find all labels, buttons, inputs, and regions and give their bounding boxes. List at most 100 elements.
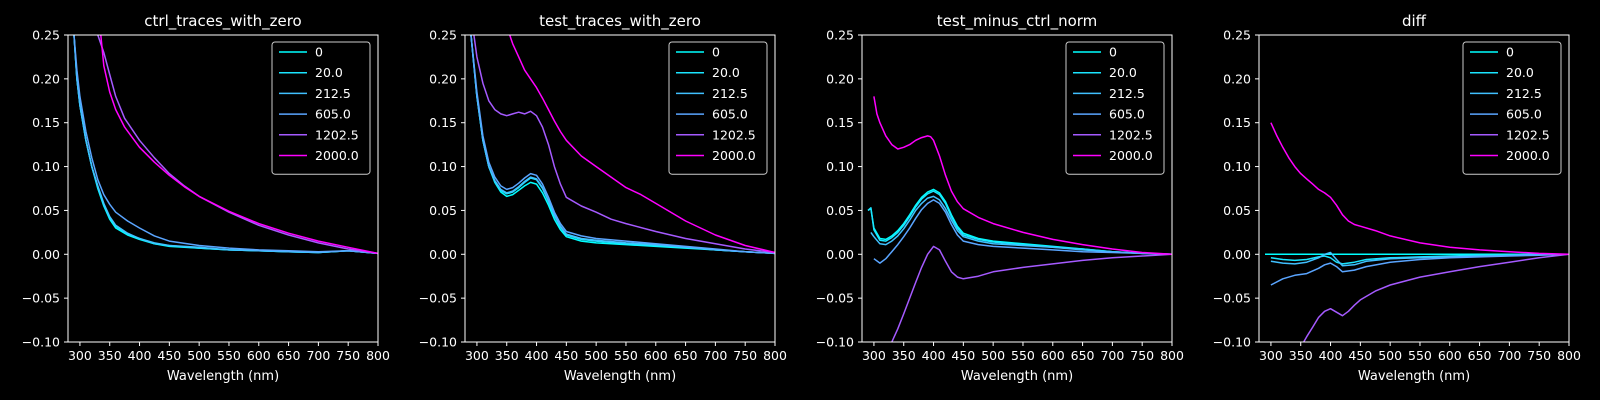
y-tick-label: −0.10 — [816, 335, 854, 350]
y-tick-label: −0.05 — [419, 291, 457, 306]
y-tick-label: 0.25 — [1223, 28, 1251, 43]
series-line-605.0 — [1270, 253, 1569, 286]
legend-box — [668, 41, 768, 175]
series-group — [73, 35, 378, 255]
legend-label: 2000.0 — [1109, 148, 1153, 163]
x-tick-label: 450 — [951, 348, 975, 363]
y-tick-label: 0.20 — [32, 71, 60, 86]
series-group — [1265, 122, 1569, 342]
series-line-1202.5 — [1303, 253, 1569, 342]
y-tick-label: 0.15 — [826, 115, 854, 130]
x-tick-label: 800 — [1557, 348, 1581, 363]
y-tick-label: 0.05 — [429, 203, 457, 218]
x-tick-label: 350 — [892, 348, 916, 363]
x-tick-label: 450 — [1348, 348, 1372, 363]
x-tick-label: 400 — [922, 348, 946, 363]
x-tick-label: 600 — [644, 348, 668, 363]
series-line-1202.5 — [97, 35, 378, 255]
chart-panel-2: test_minus_ctrl_norm 300 350 400 450 500 550 60… — [816, 12, 1184, 384]
legend-label: 20.0 — [712, 65, 740, 80]
x-tick-label: 350 — [98, 348, 122, 363]
axes-frame — [67, 34, 379, 343]
series-line-2000.0 — [873, 96, 1172, 256]
chart-panel-1: test_traces_with_zero 300 350 400 450 500 550 6… — [419, 12, 787, 384]
y-tick-label: 0.00 — [32, 247, 60, 262]
y-tick-label: 0.25 — [826, 28, 854, 43]
x-tick-label: 650 — [674, 348, 698, 363]
series-line-1202.5 — [891, 245, 1172, 342]
x-axis-label: Wavelength (nm) — [961, 369, 1073, 384]
x-tick-label: 750 — [336, 348, 360, 363]
legend-label: 1202.5 — [1506, 127, 1550, 142]
series-group — [470, 35, 775, 255]
legend-label: 1202.5 — [712, 127, 756, 142]
legend-box — [271, 41, 371, 175]
y-tick-label: 0.10 — [826, 159, 854, 174]
series-line-2000.0 — [1270, 122, 1569, 256]
legend-label: 2000.0 — [712, 148, 756, 163]
legend-label: 605.0 — [315, 107, 351, 122]
legend-label: 1202.5 — [315, 127, 359, 142]
y-tick-label: 0.25 — [32, 28, 60, 43]
x-tick-label: 400 — [1319, 348, 1343, 363]
x-axis-label: Wavelength (nm) — [167, 369, 279, 384]
x-tick-label: 550 — [1408, 348, 1432, 363]
x-tick-label: 300 — [465, 348, 489, 363]
x-tick-label: 800 — [763, 348, 787, 363]
y-tick-label: 0.15 — [32, 115, 60, 130]
y-tick-label: 0.20 — [1223, 71, 1251, 86]
x-tick-label: 500 — [1378, 348, 1402, 363]
y-tick-label: −0.05 — [1213, 291, 1251, 306]
x-axis-label: Wavelength (nm) — [564, 369, 676, 384]
series-line-2000.0 — [508, 35, 775, 254]
x-tick-label: 650 — [1468, 348, 1492, 363]
legend-label: 0 — [315, 45, 323, 60]
series-line-212.5 — [470, 35, 775, 255]
series-line-605.0 — [873, 199, 1172, 264]
x-tick-label: 400 — [525, 348, 549, 363]
legend-label: 2000.0 — [315, 148, 359, 163]
x-axis-label: Wavelength (nm) — [1358, 369, 1470, 384]
legend: 0 20.0 212.5 605.0 1202.5 2000.0 — [271, 41, 371, 175]
x-tick-label: 300 — [68, 348, 92, 363]
series-group — [867, 96, 1172, 342]
x-tick-label: 350 — [495, 348, 519, 363]
x-tick-label: 700 — [1100, 348, 1124, 363]
y-tick-label: −0.10 — [22, 335, 60, 350]
y-tick-label: 0.05 — [826, 203, 854, 218]
series-line-0 — [867, 188, 1172, 256]
series-line-605.0 — [73, 35, 378, 255]
chart-title: test_traces_with_zero — [539, 12, 701, 31]
axes-frame — [861, 34, 1173, 343]
x-tick-label: 350 — [1289, 348, 1313, 363]
x-tick-label: 750 — [1527, 348, 1551, 363]
chart-title: test_minus_ctrl_norm — [937, 12, 1098, 31]
x-tick-label: 500 — [584, 348, 608, 363]
series-line-605.0 — [470, 35, 775, 255]
legend-label: 605.0 — [1109, 107, 1145, 122]
y-tick-label: 0.20 — [429, 71, 457, 86]
x-tick-label: 700 — [703, 348, 727, 363]
legend: 0 20.0 212.5 605.0 1202.5 2000.0 — [1462, 41, 1562, 175]
y-tick-label: −0.10 — [419, 335, 457, 350]
x-tick-label: 750 — [1130, 348, 1154, 363]
legend-label: 212.5 — [315, 86, 351, 101]
legend-box — [1065, 41, 1165, 175]
x-tick-label: 700 — [1497, 348, 1521, 363]
legend-label: 605.0 — [1506, 107, 1542, 122]
chart-panel-3: diff 300 350 400 450 500 550 600 650 700 750 800 −0.… — [1213, 12, 1581, 384]
chart-panel-0: ctrl_traces_with_zero 300 350 400 450 500 550 6… — [22, 12, 390, 384]
x-tick-label: 550 — [1011, 348, 1035, 363]
x-tick-label: 750 — [733, 348, 757, 363]
y-tick-label: 0.15 — [1223, 115, 1251, 130]
legend-label: 0 — [1109, 45, 1117, 60]
y-tick-label: 0.20 — [826, 71, 854, 86]
y-tick-label: −0.10 — [1213, 335, 1251, 350]
legend-label: 2000.0 — [1506, 148, 1550, 163]
x-tick-label: 650 — [1071, 348, 1095, 363]
x-tick-label: 700 — [306, 348, 330, 363]
x-tick-label: 600 — [1041, 348, 1065, 363]
legend-label: 605.0 — [712, 107, 748, 122]
y-tick-label: 0.05 — [1223, 203, 1251, 218]
